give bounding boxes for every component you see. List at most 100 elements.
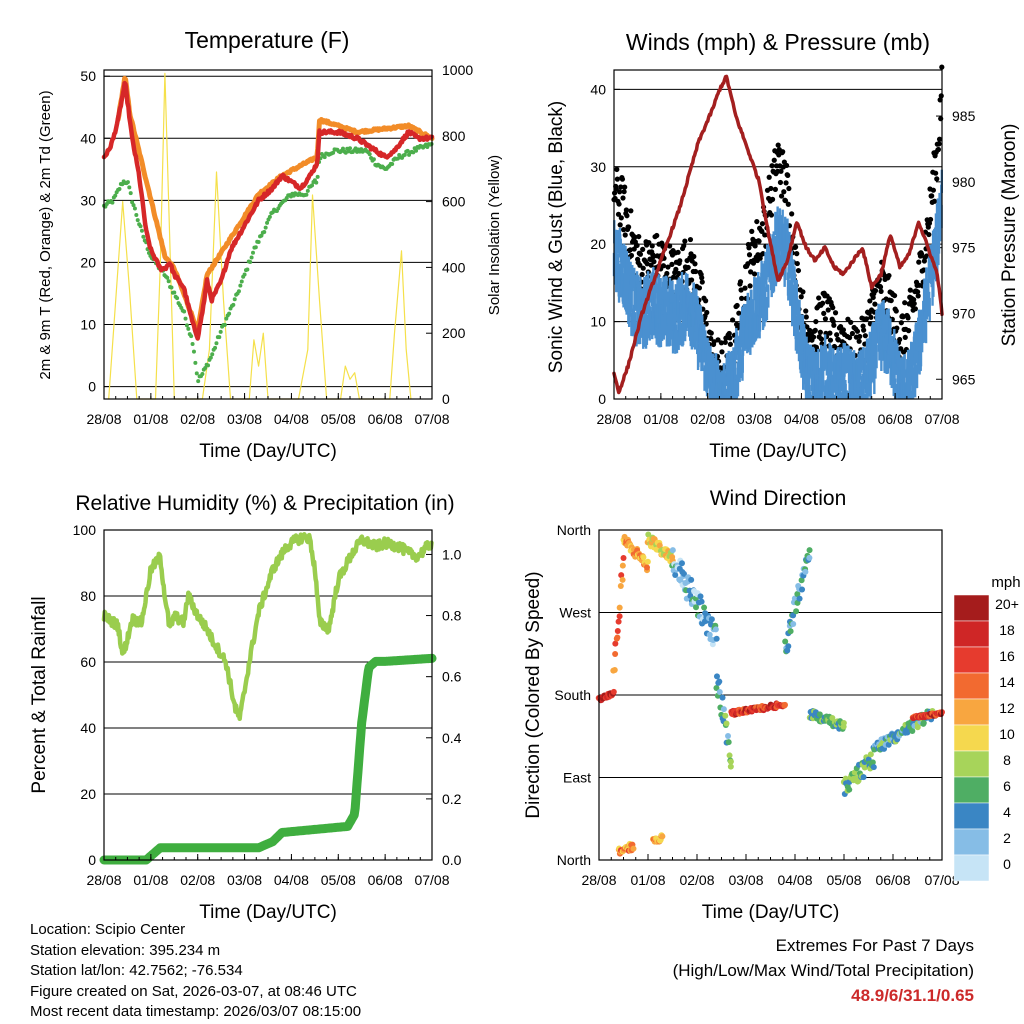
x-tick-label: 06/08	[875, 872, 910, 888]
x-tick-label: 01/08	[643, 411, 678, 427]
point-gust	[614, 176, 620, 182]
point-gust	[756, 238, 762, 244]
point-wind-direction	[725, 739, 732, 746]
point-dewpoint	[265, 220, 270, 225]
point-dewpoint	[182, 309, 187, 314]
x-tick-label: 07/08	[414, 411, 449, 427]
point-gust	[677, 258, 683, 264]
point-gust	[924, 253, 930, 259]
point-gust	[715, 337, 721, 343]
point-gust	[711, 339, 717, 345]
point-gust	[738, 287, 744, 293]
point-dewpoint	[218, 329, 223, 334]
point-wind-direction	[614, 628, 621, 635]
point-gust	[691, 253, 697, 260]
x-tick-label: 06/08	[368, 411, 403, 427]
point-gust	[754, 218, 760, 225]
point-gust	[675, 249, 681, 255]
y-tick-label: 100	[73, 522, 97, 538]
point-wind-direction	[869, 759, 876, 766]
point-gust	[786, 185, 792, 192]
point-gust	[760, 251, 766, 257]
point-dewpoint	[131, 203, 136, 208]
series-station-pressure	[612, 74, 944, 395]
colorbar-label: 12	[999, 700, 1015, 716]
colorbar-swatch	[953, 750, 990, 778]
point-gust	[789, 211, 795, 217]
point-gust	[930, 187, 936, 193]
y2-tick-label: 0.8	[442, 608, 462, 624]
point-wind-direction	[727, 763, 734, 770]
point-gust	[726, 330, 732, 337]
point-wind-direction	[920, 719, 927, 726]
point-wind-direction	[617, 583, 624, 590]
x-tick-label: 07/08	[414, 872, 449, 888]
point-dewpoint	[249, 255, 254, 260]
point-gust	[746, 252, 753, 258]
point-wind-direction	[672, 572, 679, 579]
y2-tick-label: 0.6	[442, 669, 462, 685]
y2-tick-label: 1000	[442, 62, 473, 78]
chart-title: Relative Humidity (%) & Precipitation (i…	[75, 492, 454, 515]
point-dewpoint	[248, 259, 253, 264]
point-gust	[687, 236, 694, 243]
series-2m-temperature	[101, 80, 435, 341]
y2-tick-label: 0	[442, 391, 450, 407]
x-tick-label: 04/08	[274, 411, 309, 427]
point-gust	[872, 301, 878, 307]
x-tick-label: 05/08	[831, 411, 866, 427]
point-gust	[777, 179, 784, 186]
point-gust	[664, 270, 670, 277]
point-wind-direction	[619, 562, 626, 569]
point-gust	[718, 340, 724, 346]
point-gust	[772, 186, 778, 192]
point-gust	[628, 208, 634, 214]
point-wind-direction	[726, 752, 733, 759]
point-gust	[615, 211, 622, 217]
point-wind-direction	[794, 590, 801, 597]
point-gust	[834, 332, 840, 338]
x-axis-label: Time (Day/UTC)	[199, 902, 337, 923]
point-gust	[748, 269, 754, 275]
x-tick-label: 01/08	[133, 411, 168, 427]
chart-title: Winds (mph) & Pressure (mb)	[626, 29, 930, 55]
point-gust	[915, 289, 921, 295]
point-gust	[708, 330, 714, 336]
point-gust	[616, 201, 622, 207]
point-gust	[637, 251, 644, 257]
point-gust	[931, 198, 938, 204]
point-gust	[816, 295, 822, 301]
point-gust	[835, 337, 841, 343]
point-wind-direction	[712, 626, 719, 633]
point-wind-direction	[701, 604, 708, 611]
point-gust	[936, 136, 943, 142]
point-gust	[617, 189, 623, 195]
point-gust	[634, 242, 640, 249]
point-dewpoint	[231, 302, 236, 307]
colorbar-title: mph	[991, 574, 1020, 591]
point-dewpoint	[390, 162, 395, 167]
y-axis-label: Sonic Wind & Gust (Blue, Black)	[546, 101, 567, 373]
colorbar-swatch	[953, 672, 990, 700]
y-tick-label: 0	[598, 391, 606, 407]
point-gust	[669, 261, 675, 267]
colorbar-swatch	[953, 646, 990, 674]
point-wind-direction	[612, 650, 619, 657]
y-tick-label: South	[554, 687, 591, 703]
point-dewpoint	[267, 214, 272, 219]
x-axis-label: Time (Day/UTC)	[199, 441, 337, 462]
point-wind-direction	[630, 845, 637, 852]
point-dewpoint	[210, 352, 215, 357]
colorbar-label: 18	[999, 622, 1015, 638]
point-dewpoint	[348, 146, 352, 151]
point-dewpoint	[242, 272, 247, 277]
colorbar-label: 6	[1003, 778, 1011, 794]
y-tick-label: North	[557, 852, 591, 868]
point-wind-direction	[790, 621, 797, 628]
y2-tick-label: 985	[952, 108, 976, 124]
y2-tick-label: 400	[442, 259, 466, 275]
plot-frame	[103, 69, 433, 400]
point-dewpoint	[256, 240, 261, 245]
colorbar-swatch	[953, 802, 990, 830]
y-axis-label: 2m & 9m T (Red, Orange) & 2m Td (Green)	[37, 90, 54, 379]
